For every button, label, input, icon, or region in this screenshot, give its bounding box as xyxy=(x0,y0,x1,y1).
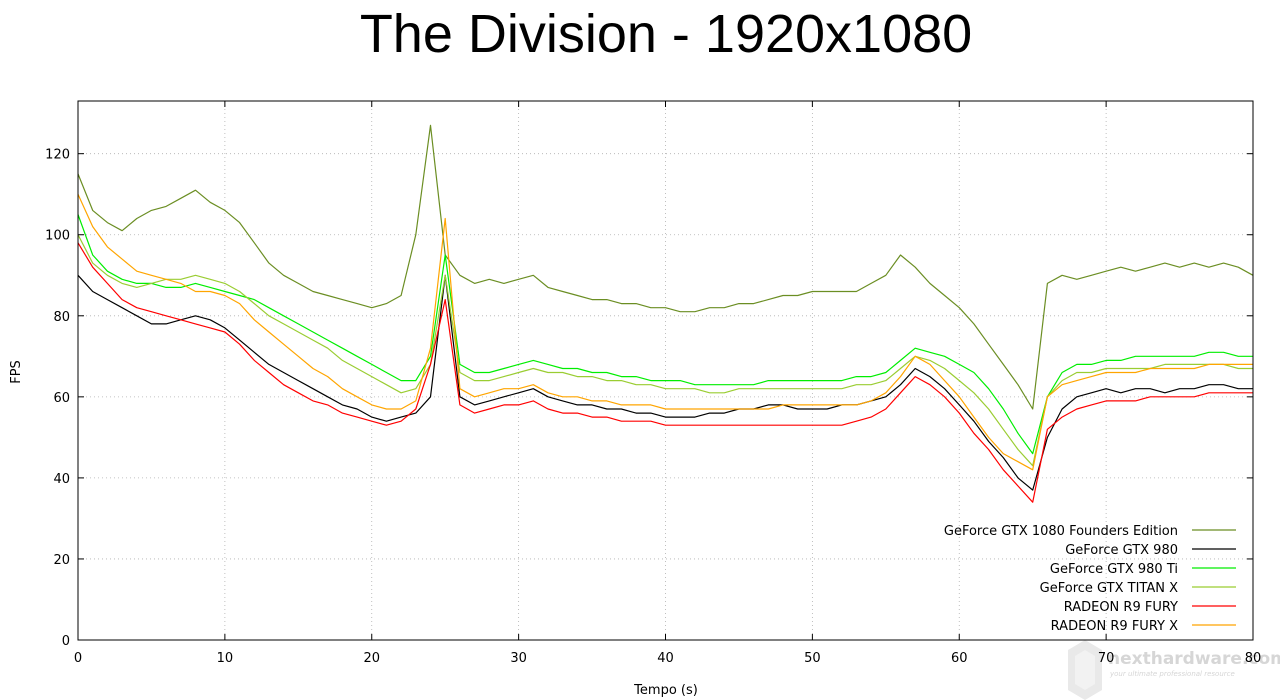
legend-label-1: GeForce GTX 1080 Founders Edition xyxy=(944,524,1178,539)
legend: GeForce GTX 1080 Founders Edition GeForce… xyxy=(944,524,1236,634)
series-lines xyxy=(77,124,1254,503)
watermark-brand: nexthardware.com xyxy=(1108,649,1280,669)
x-tick-label: 70 xyxy=(1098,651,1115,666)
series-line-5 xyxy=(77,242,1253,503)
y-axis-label: FPS xyxy=(9,360,24,384)
series-line-2 xyxy=(77,274,1253,491)
x-tick-label: 0 xyxy=(74,651,82,666)
y-tick-label: 120 xyxy=(45,148,70,163)
y-tick-label: 40 xyxy=(53,472,70,487)
x-tick-label: 10 xyxy=(217,651,234,666)
legend-label-6: RADEON R9 FURY X xyxy=(1051,619,1178,634)
x-axis: 0 10 20 30 40 50 60 70 80 xyxy=(74,101,1261,666)
watermark-tagline: your ultimate professional resource xyxy=(1109,670,1235,678)
grid xyxy=(78,101,1253,640)
x-tick-label: 60 xyxy=(951,651,968,666)
x-tick-label: 40 xyxy=(657,651,674,666)
y-tick-label: 80 xyxy=(53,310,70,325)
series-line-4 xyxy=(77,234,1253,467)
y-tick-label: 0 xyxy=(62,634,70,649)
x-tick-label: 80 xyxy=(1245,651,1262,666)
legend-label-4: GeForce GTX TITAN X xyxy=(1040,581,1178,596)
y-tick-label: 20 xyxy=(53,553,70,568)
y-tick-label: 100 xyxy=(45,229,70,244)
series-line-6 xyxy=(77,193,1253,471)
x-tick-label: 50 xyxy=(804,651,821,666)
watermark-logo-icon xyxy=(1068,640,1102,700)
y-axis: 0 20 40 60 80 100 120 xyxy=(45,148,1253,649)
legend-label-5: RADEON R9 FURY xyxy=(1064,600,1178,615)
x-tick-label: 20 xyxy=(363,651,380,666)
chart-title: The Division - 1920x1080 xyxy=(360,4,972,64)
x-tick-label: 30 xyxy=(510,651,527,666)
watermark: nexthardware.com your ultimate professio… xyxy=(1068,640,1280,700)
series-line-3 xyxy=(77,214,1253,455)
x-axis-label: Tempo (s) xyxy=(633,683,698,698)
y-tick-label: 60 xyxy=(53,391,70,406)
series-line-1 xyxy=(77,124,1254,410)
legend-label-3: GeForce GTX 980 Ti xyxy=(1050,562,1178,577)
legend-label-2: GeForce GTX 980 xyxy=(1065,543,1178,558)
